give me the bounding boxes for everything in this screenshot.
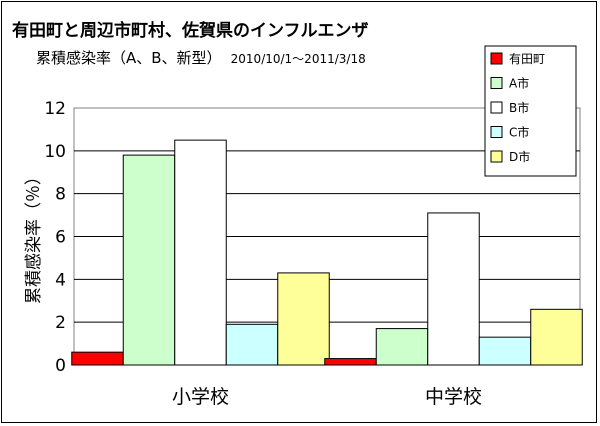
bar-2-1 [122, 154, 176, 366]
x-category-label: 中学校 [425, 386, 482, 408]
y-axis-ticks: 0 2 4 6 8 10 12 [44, 99, 66, 376]
y-tick-label: 12 [44, 99, 66, 119]
y-tick-label: 8 [55, 185, 66, 205]
bar-1-1 [71, 351, 124, 366]
x-category-label: 小学校 [172, 386, 229, 408]
chart-title: 有田町と周辺市町村、佐賀県のインフルエンザ [12, 20, 369, 41]
bar-2-2 [375, 328, 429, 366]
bar-5-1 [277, 272, 330, 366]
legend-swatch [490, 77, 503, 89]
chart-subtitle-line: 累積感染率（A、B、新型） 2010/10/1～2011/3/18 [36, 48, 366, 67]
bar-3-2 [427, 212, 480, 366]
bar-4-1 [225, 323, 279, 366]
y-tick-label: 10 [44, 142, 66, 162]
bar-5-2 [530, 308, 583, 366]
legend-label: B市 [509, 100, 529, 115]
bar-4-2 [478, 336, 532, 366]
y-axis-label: 累積感染率（％） [24, 168, 44, 304]
chart-subtitle: 累積感染率（A、B、新型） [36, 49, 222, 67]
legend: 有田町 A市 B市 C市 D市 [484, 45, 577, 177]
y-tick-label: 2 [55, 313, 66, 333]
legend-swatch [490, 126, 503, 138]
legend-label: C市 [509, 125, 529, 140]
legend-swatch [490, 150, 503, 163]
legend-label: 有田町 [509, 52, 545, 66]
legend-label: D市 [509, 149, 530, 164]
legend-label: A市 [509, 76, 529, 91]
y-tick-label: 6 [55, 228, 66, 248]
bars [71, 139, 583, 366]
legend-swatch [490, 52, 503, 65]
y-tick-label: 4 [55, 270, 66, 290]
y-tick-label: 0 [55, 356, 66, 376]
bar-1-2 [324, 358, 377, 366]
bar-3-1 [174, 139, 227, 366]
legend-swatch [490, 101, 503, 114]
plot-area: 0 2 4 6 8 10 12 小学校 中学校 [44, 99, 583, 408]
chart-date-range: 2010/10/1～2011/3/18 [231, 52, 366, 66]
x-axis-categories: 小学校 中学校 [172, 386, 482, 408]
